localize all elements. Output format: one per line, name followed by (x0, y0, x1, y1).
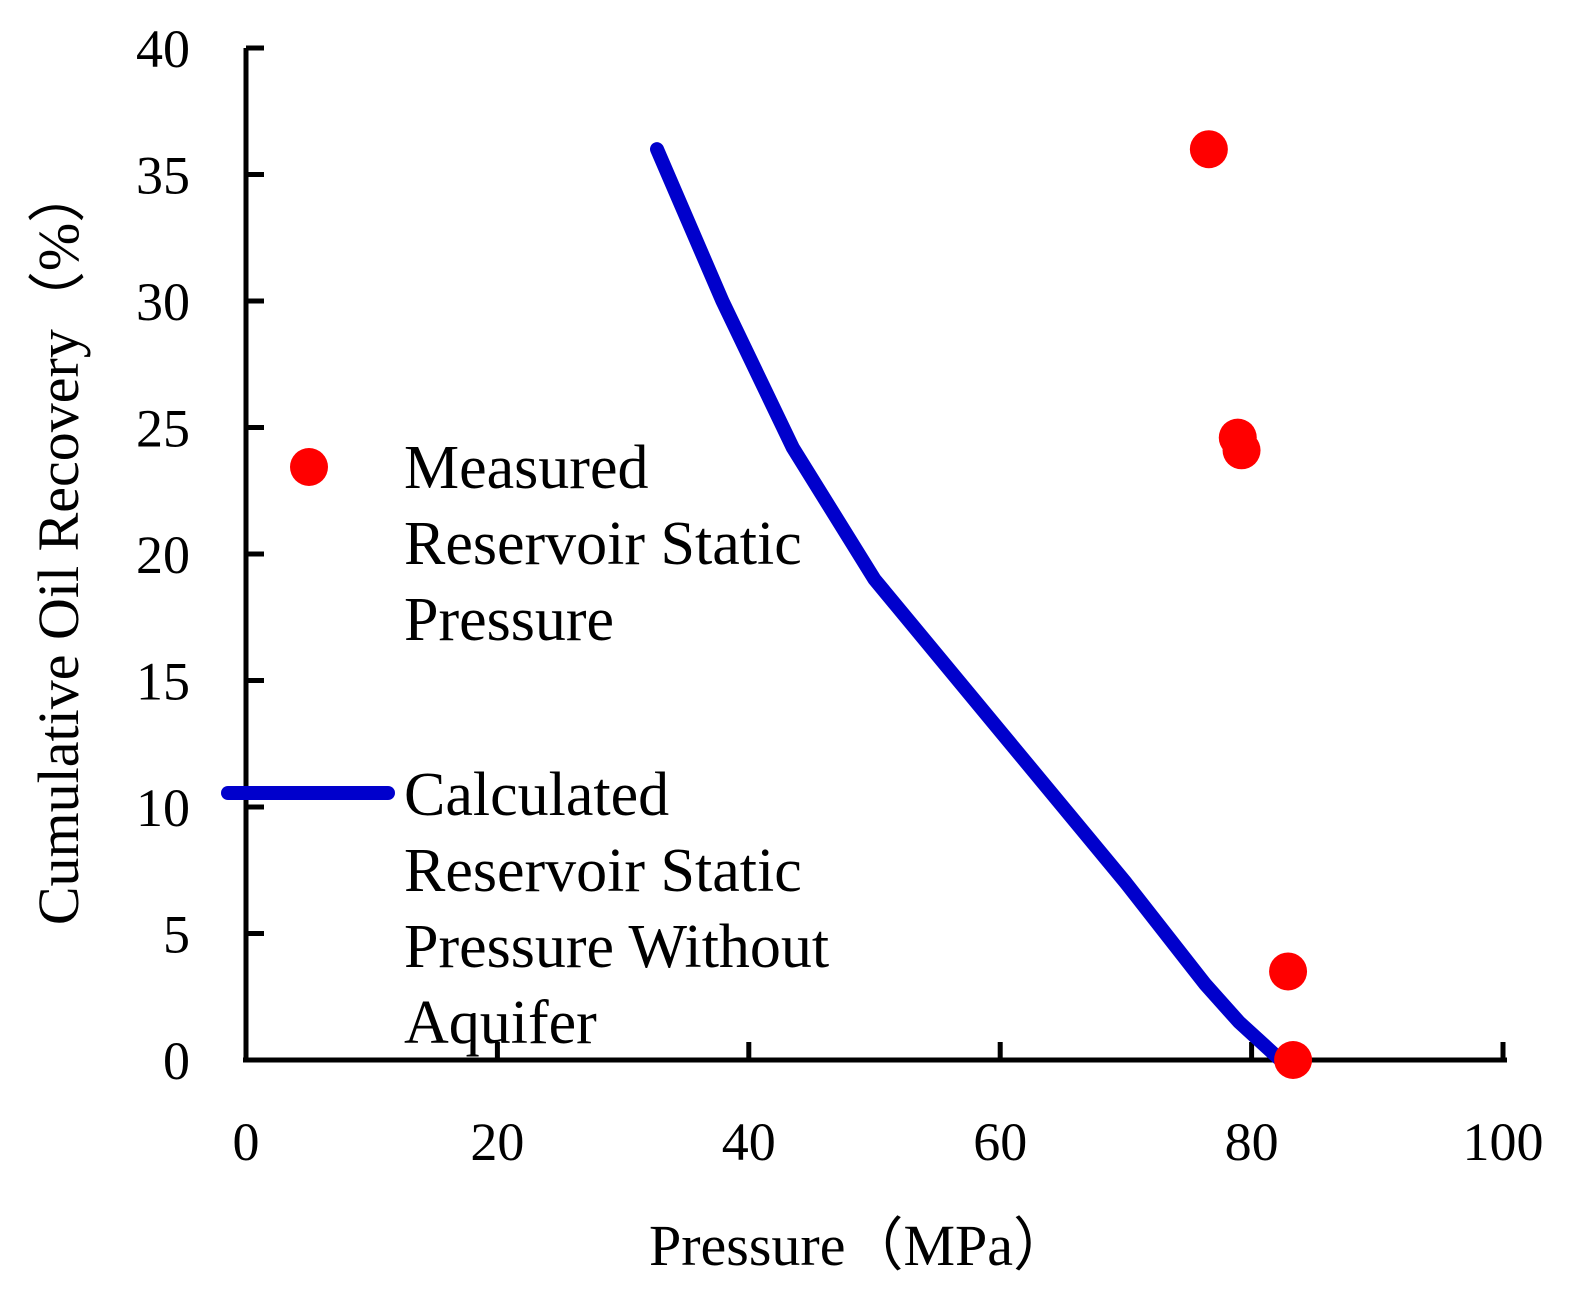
measured-series (1189, 130, 1313, 1079)
legend-line: Pressure Without (404, 913, 829, 981)
x-tick-label: 80 (1225, 1112, 1279, 1172)
legend: Measured Reservoir Static Pressure Calcula… (221, 434, 829, 1057)
data-point-measured (1269, 952, 1308, 991)
y-tick-label: 5 (163, 905, 190, 965)
y-tick-label: 20 (136, 525, 190, 585)
y-tick-label: 0 (163, 1031, 190, 1091)
x-tick-label: 100 (1463, 1112, 1544, 1172)
y-tick-label: 15 (136, 652, 190, 712)
x-ticks: 0 20 40 60 80 100 (233, 1042, 1544, 1172)
legend-line: Pressure (404, 586, 614, 654)
legend-label-calculated: Calculated Reservoir Static Pressure Witho… (404, 761, 829, 1057)
legend-line: Calculated (404, 761, 669, 829)
data-point-measured (1189, 130, 1228, 169)
x-tick-label: 0 (233, 1112, 260, 1172)
y-tick-label: 10 (136, 778, 190, 838)
y-tick-label: 40 (136, 19, 190, 79)
legend-marker-measured (290, 448, 328, 486)
data-point-measured (1222, 431, 1261, 470)
x-tick-label: 40 (722, 1112, 776, 1172)
legend-line: Reservoir Static (404, 837, 802, 905)
legend-label-measured: Measured Reservoir Static Pressure (404, 434, 802, 654)
calculated-series (650, 142, 1288, 1067)
x-tick-label: 20 (470, 1112, 524, 1172)
y-tick-label: 35 (136, 146, 190, 206)
series-line-calculated (650, 142, 1288, 1067)
x-tick-label: 60 (973, 1112, 1027, 1172)
x-axis-title: Pressure（MPa） (649, 1213, 1071, 1278)
y-ticks: 0 5 10 15 20 25 30 35 40 (136, 19, 264, 1091)
legend-line: Aquifer (404, 989, 597, 1057)
y-tick-label: 25 (136, 399, 190, 459)
y-tick-label: 30 (136, 272, 190, 332)
data-point-measured (1274, 1041, 1313, 1079)
legend-line: Reservoir Static (404, 510, 802, 578)
legend-line: Measured (404, 434, 648, 502)
y-axis-title: Cumulative Oil Recovery（%） (26, 165, 91, 925)
